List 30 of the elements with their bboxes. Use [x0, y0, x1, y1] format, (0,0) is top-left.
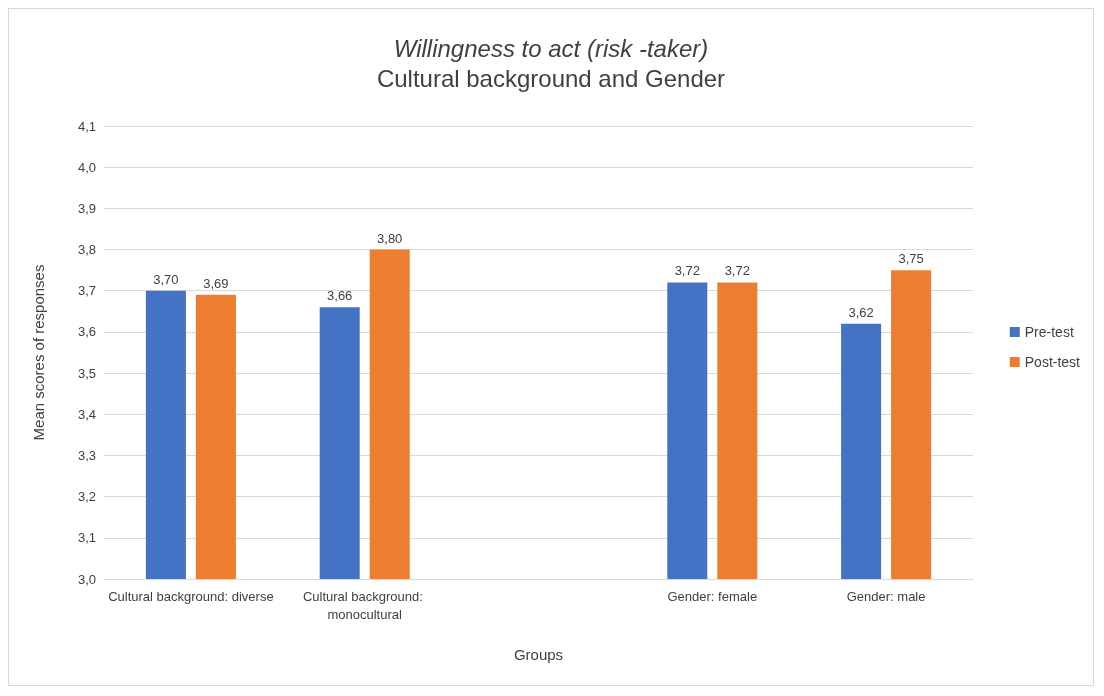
data-label: 3,80: [377, 230, 403, 246]
data-label: 3,69: [203, 275, 229, 291]
y-tick-label: 3,4: [77, 406, 96, 422]
data-label: 3,70: [153, 271, 179, 287]
x-axis-title: Groups: [513, 646, 564, 663]
y-tick-label: 3,0: [77, 571, 96, 587]
data-label: 3,72: [724, 263, 750, 279]
data-label: 3,66: [327, 288, 353, 304]
y-tick-label: 3,6: [77, 324, 96, 340]
data-label: 3,62: [848, 304, 874, 320]
x-tick-label: Gender: female: [667, 588, 758, 604]
y-tick-label: 3,9: [77, 200, 96, 216]
x-tick-label: Gender: male: [846, 588, 926, 604]
data-label: 3,72: [674, 263, 700, 279]
chart-title: Willingness to act (risk -taker): [393, 34, 709, 62]
y-tick-label: 4,0: [77, 159, 96, 175]
chart-subtitle: Cultural background and Gender: [376, 64, 726, 92]
legend-label: Post-test: [1024, 354, 1081, 370]
y-axis-title: Mean scores of responses: [30, 264, 47, 441]
y-tick-label: 3,5: [77, 365, 96, 381]
x-tick-label: Cultural background: monocultural: [302, 588, 427, 622]
y-tick-label: 3,3: [77, 447, 96, 463]
legend-label: Pre-test: [1024, 324, 1074, 340]
y-tick-label: 3,8: [77, 242, 96, 258]
x-tick-label: Cultural background: diverse: [108, 588, 274, 604]
data-label: 3,75: [898, 251, 924, 267]
y-tick-label: 3,7: [77, 283, 96, 299]
y-tick-label: 3,1: [77, 530, 96, 546]
y-tick-label: 4,1: [77, 118, 96, 134]
y-tick-label: 3,2: [77, 489, 96, 505]
